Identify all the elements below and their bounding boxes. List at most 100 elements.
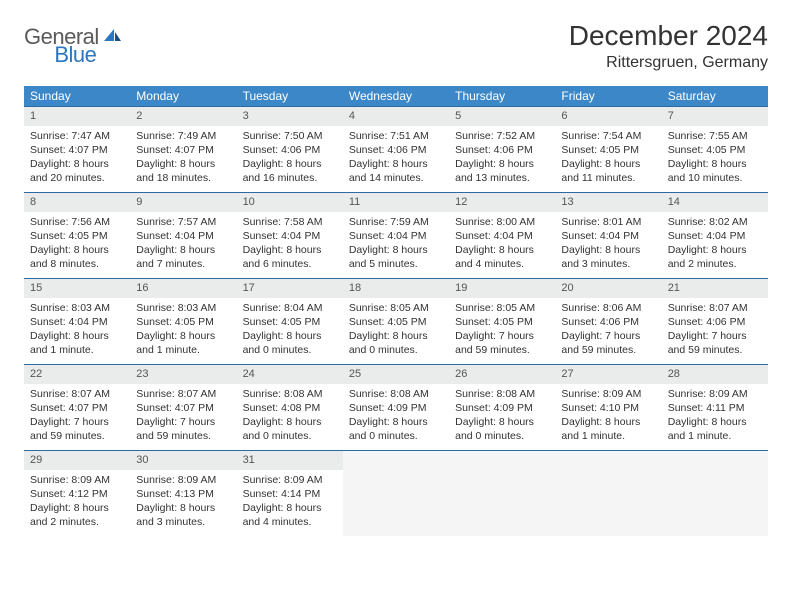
- day-line-sr: Sunrise: 7:57 AM: [136, 215, 230, 229]
- day-number: 23: [130, 364, 236, 384]
- day-line-sr: Sunrise: 8:09 AM: [136, 473, 230, 487]
- day-line-d2: and 13 minutes.: [455, 171, 549, 185]
- day-body: Sunrise: 8:09 AMSunset: 4:13 PMDaylight:…: [130, 470, 236, 536]
- day-number: 24: [237, 364, 343, 384]
- calendar-cell: 20Sunrise: 8:06 AMSunset: 4:06 PMDayligh…: [555, 278, 661, 364]
- day-body: Sunrise: 8:09 AMSunset: 4:12 PMDaylight:…: [24, 470, 130, 536]
- day-line-sr: Sunrise: 8:09 AM: [30, 473, 124, 487]
- day-line-d2: and 3 minutes.: [136, 515, 230, 529]
- day-line-ss: Sunset: 4:05 PM: [30, 229, 124, 243]
- day-line-d1: Daylight: 8 hours: [455, 415, 549, 429]
- day-header: Wednesday: [343, 86, 449, 106]
- day-line-d2: and 0 minutes.: [455, 429, 549, 443]
- calendar-cell: 23Sunrise: 8:07 AMSunset: 4:07 PMDayligh…: [130, 364, 236, 450]
- day-line-d2: and 14 minutes.: [349, 171, 443, 185]
- day-number: 28: [662, 364, 768, 384]
- day-line-sr: Sunrise: 7:58 AM: [243, 215, 337, 229]
- day-line-sr: Sunrise: 8:03 AM: [136, 301, 230, 315]
- day-body: Sunrise: 8:09 AMSunset: 4:14 PMDaylight:…: [237, 470, 343, 536]
- day-body: Sunrise: 7:57 AMSunset: 4:04 PMDaylight:…: [130, 212, 236, 278]
- calendar-row: 22Sunrise: 8:07 AMSunset: 4:07 PMDayligh…: [24, 364, 768, 450]
- calendar-cell: 27Sunrise: 8:09 AMSunset: 4:10 PMDayligh…: [555, 364, 661, 450]
- calendar-cell: 12Sunrise: 8:00 AMSunset: 4:04 PMDayligh…: [449, 192, 555, 278]
- day-line-ss: Sunset: 4:09 PM: [349, 401, 443, 415]
- day-line-d2: and 59 minutes.: [30, 429, 124, 443]
- day-line-d1: Daylight: 8 hours: [136, 157, 230, 171]
- day-line-sr: Sunrise: 8:04 AM: [243, 301, 337, 315]
- day-number: 19: [449, 278, 555, 298]
- empty-cell: [343, 450, 449, 536]
- calendar-cell: 5Sunrise: 7:52 AMSunset: 4:06 PMDaylight…: [449, 106, 555, 192]
- day-line-d1: Daylight: 7 hours: [455, 329, 549, 343]
- day-body: Sunrise: 8:00 AMSunset: 4:04 PMDaylight:…: [449, 212, 555, 278]
- calendar-cell: 4Sunrise: 7:51 AMSunset: 4:06 PMDaylight…: [343, 106, 449, 192]
- day-line-sr: Sunrise: 8:05 AM: [455, 301, 549, 315]
- day-line-d2: and 20 minutes.: [30, 171, 124, 185]
- logo-sail-icon: [102, 27, 122, 50]
- day-line-d2: and 7 minutes.: [136, 257, 230, 271]
- day-body: Sunrise: 8:05 AMSunset: 4:05 PMDaylight:…: [449, 298, 555, 364]
- day-body: Sunrise: 7:49 AMSunset: 4:07 PMDaylight:…: [130, 126, 236, 192]
- day-line-ss: Sunset: 4:05 PM: [243, 315, 337, 329]
- day-line-ss: Sunset: 4:06 PM: [349, 143, 443, 157]
- day-number: 29: [24, 450, 130, 470]
- day-line-d1: Daylight: 8 hours: [30, 243, 124, 257]
- day-line-d1: Daylight: 8 hours: [668, 415, 762, 429]
- day-line-d1: Daylight: 7 hours: [561, 329, 655, 343]
- day-line-d1: Daylight: 8 hours: [243, 501, 337, 515]
- day-line-d1: Daylight: 8 hours: [30, 501, 124, 515]
- calendar-body: 1Sunrise: 7:47 AMSunset: 4:07 PMDaylight…: [24, 106, 768, 536]
- day-line-sr: Sunrise: 7:59 AM: [349, 215, 443, 229]
- day-line-d1: Daylight: 8 hours: [30, 157, 124, 171]
- calendar-cell: 21Sunrise: 8:07 AMSunset: 4:06 PMDayligh…: [662, 278, 768, 364]
- calendar-cell: [449, 450, 555, 536]
- calendar-cell: 3Sunrise: 7:50 AMSunset: 4:06 PMDaylight…: [237, 106, 343, 192]
- day-line-ss: Sunset: 4:11 PM: [668, 401, 762, 415]
- day-body: Sunrise: 7:50 AMSunset: 4:06 PMDaylight:…: [237, 126, 343, 192]
- day-line-d2: and 2 minutes.: [668, 257, 762, 271]
- day-body: Sunrise: 8:01 AMSunset: 4:04 PMDaylight:…: [555, 212, 661, 278]
- day-line-d1: Daylight: 8 hours: [243, 157, 337, 171]
- calendar-row: 15Sunrise: 8:03 AMSunset: 4:04 PMDayligh…: [24, 278, 768, 364]
- calendar-cell: 29Sunrise: 8:09 AMSunset: 4:12 PMDayligh…: [24, 450, 130, 536]
- day-number: 20: [555, 278, 661, 298]
- day-header: Monday: [130, 86, 236, 106]
- day-line-sr: Sunrise: 8:08 AM: [243, 387, 337, 401]
- day-body: Sunrise: 8:03 AMSunset: 4:04 PMDaylight:…: [24, 298, 130, 364]
- day-line-d2: and 0 minutes.: [349, 429, 443, 443]
- day-line-sr: Sunrise: 7:54 AM: [561, 129, 655, 143]
- calendar-cell: 7Sunrise: 7:55 AMSunset: 4:05 PMDaylight…: [662, 106, 768, 192]
- day-line-d1: Daylight: 8 hours: [349, 329, 443, 343]
- day-number: 11: [343, 192, 449, 212]
- day-line-sr: Sunrise: 8:01 AM: [561, 215, 655, 229]
- day-number: 17: [237, 278, 343, 298]
- day-line-d2: and 18 minutes.: [136, 171, 230, 185]
- day-header: Saturday: [662, 86, 768, 106]
- day-body: Sunrise: 8:09 AMSunset: 4:11 PMDaylight:…: [662, 384, 768, 450]
- day-line-d2: and 1 minute.: [668, 429, 762, 443]
- day-body: Sunrise: 8:08 AMSunset: 4:09 PMDaylight:…: [449, 384, 555, 450]
- day-line-d1: Daylight: 8 hours: [243, 243, 337, 257]
- day-line-ss: Sunset: 4:07 PM: [136, 143, 230, 157]
- calendar-cell: 14Sunrise: 8:02 AMSunset: 4:04 PMDayligh…: [662, 192, 768, 278]
- day-line-sr: Sunrise: 8:07 AM: [668, 301, 762, 315]
- day-line-ss: Sunset: 4:05 PM: [455, 315, 549, 329]
- day-number: 10: [237, 192, 343, 212]
- day-number: 3: [237, 106, 343, 126]
- day-line-ss: Sunset: 4:08 PM: [243, 401, 337, 415]
- calendar-cell: 16Sunrise: 8:03 AMSunset: 4:05 PMDayligh…: [130, 278, 236, 364]
- calendar-cell: 18Sunrise: 8:05 AMSunset: 4:05 PMDayligh…: [343, 278, 449, 364]
- day-header: Friday: [555, 86, 661, 106]
- day-line-ss: Sunset: 4:04 PM: [30, 315, 124, 329]
- day-line-d2: and 4 minutes.: [455, 257, 549, 271]
- calendar-cell: 8Sunrise: 7:56 AMSunset: 4:05 PMDaylight…: [24, 192, 130, 278]
- day-line-ss: Sunset: 4:04 PM: [455, 229, 549, 243]
- day-line-d1: Daylight: 8 hours: [349, 243, 443, 257]
- day-line-ss: Sunset: 4:04 PM: [668, 229, 762, 243]
- day-line-ss: Sunset: 4:07 PM: [30, 143, 124, 157]
- calendar-cell: 30Sunrise: 8:09 AMSunset: 4:13 PMDayligh…: [130, 450, 236, 536]
- day-line-sr: Sunrise: 7:50 AM: [243, 129, 337, 143]
- calendar-cell: [555, 450, 661, 536]
- calendar-row: 29Sunrise: 8:09 AMSunset: 4:12 PMDayligh…: [24, 450, 768, 536]
- day-line-ss: Sunset: 4:06 PM: [455, 143, 549, 157]
